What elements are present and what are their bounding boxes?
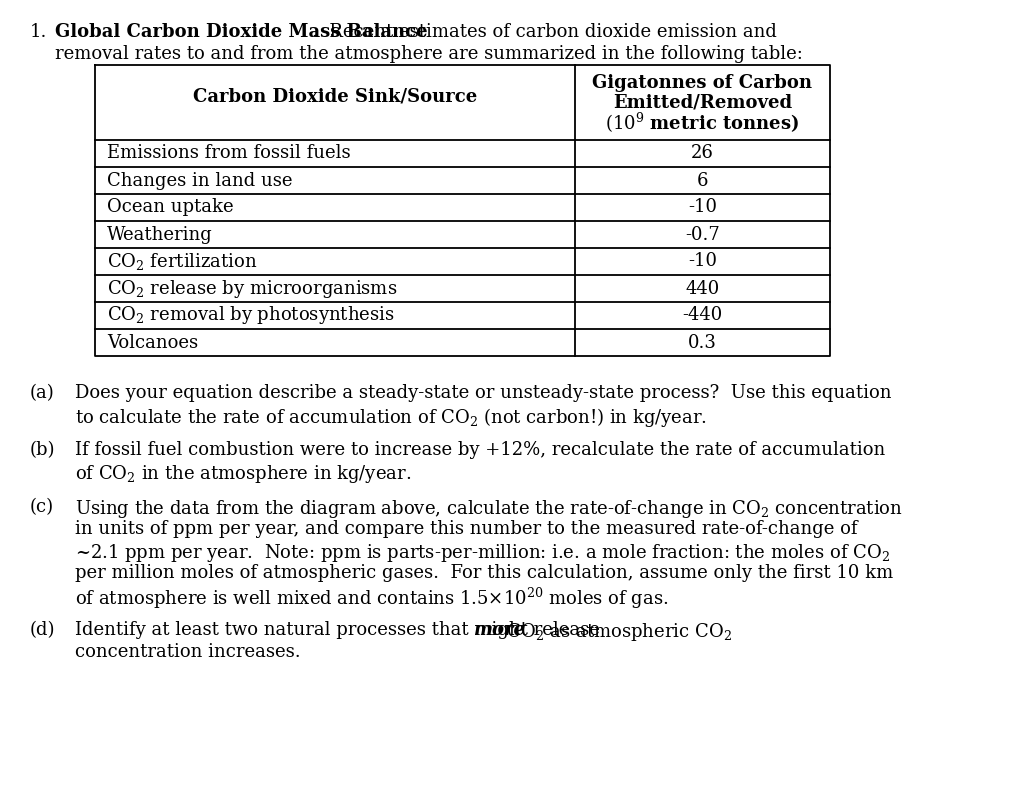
Text: 26: 26	[691, 145, 714, 163]
Text: more: more	[474, 621, 526, 639]
Text: If fossil fuel combustion were to increase by +12%, recalculate the rate of accu: If fossil fuel combustion were to increa…	[75, 441, 886, 459]
Text: -10: -10	[688, 253, 717, 270]
Text: (d): (d)	[30, 621, 55, 639]
Text: removal rates to and from the atmosphere are summarized in the following table:: removal rates to and from the atmosphere…	[55, 45, 803, 63]
Text: (a): (a)	[30, 384, 54, 402]
Text: concentration increases.: concentration increases.	[75, 643, 301, 661]
Text: in units of ppm per year, and compare this number to the measured rate-of-change: in units of ppm per year, and compare th…	[75, 520, 857, 538]
Text: CO$_2$ removal by photosynthesis: CO$_2$ removal by photosynthesis	[106, 304, 394, 327]
Text: Emitted/Removed: Emitted/Removed	[613, 93, 792, 112]
Text: -0.7: -0.7	[685, 225, 720, 243]
Text: Volcanoes: Volcanoes	[106, 333, 198, 352]
Text: (b): (b)	[30, 441, 55, 459]
Text: Gigatonnes of Carbon: Gigatonnes of Carbon	[593, 73, 812, 92]
Text: CO$_2$ fertilization: CO$_2$ fertilization	[106, 251, 258, 272]
Text: Changes in land use: Changes in land use	[106, 171, 293, 189]
Text: $(10^9$ metric tonnes): $(10^9$ metric tonnes)	[605, 110, 800, 134]
Text: 6: 6	[696, 171, 709, 189]
Text: ~2.1 ppm per year.  Note: ppm is parts-per-million: i.e. a mole fraction: the mo: ~2.1 ppm per year. Note: ppm is parts-pe…	[75, 542, 890, 564]
Text: 1.: 1.	[30, 23, 47, 41]
Text: to calculate the rate of accumulation of CO$_2$ (not carbon!) in kg/year.: to calculate the rate of accumulation of…	[75, 406, 707, 429]
Text: .  Recent estimates of carbon dioxide emission and: . Recent estimates of carbon dioxide emi…	[311, 23, 776, 41]
Text: CO$_2$ as atmospheric CO$_2$: CO$_2$ as atmospheric CO$_2$	[501, 621, 732, 643]
Text: Global Carbon Dioxide Mass Balance: Global Carbon Dioxide Mass Balance	[55, 23, 428, 41]
Text: (c): (c)	[30, 498, 54, 516]
Text: per million moles of atmospheric gases.  For this calculation, assume only the f: per million moles of atmospheric gases. …	[75, 564, 893, 582]
Text: Using the data from the diagram above, calculate the rate-of-change in CO$_2$ co: Using the data from the diagram above, c…	[75, 498, 903, 520]
Text: -10: -10	[688, 199, 717, 217]
Text: of atmosphere is well mixed and contains 1.5×10$^{20}$ moles of gas.: of atmosphere is well mixed and contains…	[75, 586, 669, 611]
Text: Ocean uptake: Ocean uptake	[106, 199, 233, 217]
Text: Weathering: Weathering	[106, 225, 213, 243]
Text: -440: -440	[682, 307, 723, 324]
Text: Carbon Dioxide Sink/Source: Carbon Dioxide Sink/Source	[193, 88, 477, 105]
Text: 440: 440	[685, 279, 720, 298]
Text: Does your equation describe a steady-state or unsteady-state process?  Use this : Does your equation describe a steady-sta…	[75, 384, 892, 402]
Text: Identify at least two natural processes that might release: Identify at least two natural processes …	[75, 621, 605, 639]
Text: of CO$_2$ in the atmosphere in kg/year.: of CO$_2$ in the atmosphere in kg/year.	[75, 463, 411, 485]
Text: 0.3: 0.3	[688, 333, 717, 352]
Text: Emissions from fossil fuels: Emissions from fossil fuels	[106, 145, 350, 163]
Text: CO$_2$ release by microorganisms: CO$_2$ release by microorganisms	[106, 278, 397, 299]
